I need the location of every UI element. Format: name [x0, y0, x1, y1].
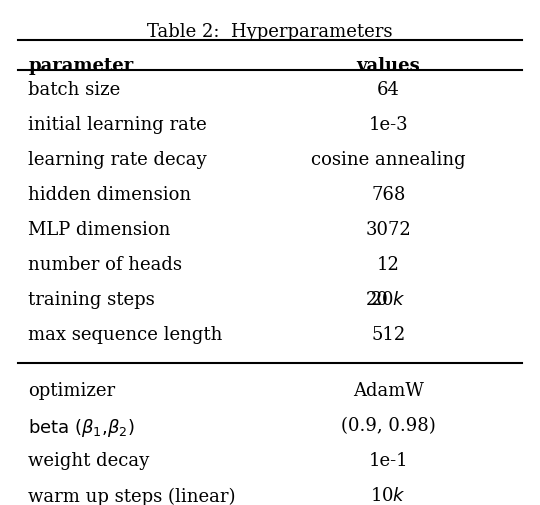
Text: optimizer: optimizer — [28, 381, 116, 399]
Text: max sequence length: max sequence length — [28, 326, 222, 343]
Text: 512: 512 — [371, 326, 406, 343]
Text: hidden dimension: hidden dimension — [28, 186, 191, 204]
Text: 12: 12 — [377, 256, 400, 274]
Text: weight decay: weight decay — [28, 451, 150, 469]
Text: 20k: 20k — [354, 291, 388, 309]
Text: 3072: 3072 — [366, 221, 411, 238]
Text: initial learning rate: initial learning rate — [28, 116, 207, 133]
Text: 64: 64 — [377, 80, 400, 98]
Text: values: values — [356, 57, 420, 75]
Text: number of heads: number of heads — [28, 256, 183, 274]
Text: batch size: batch size — [28, 80, 120, 98]
Text: 1e-1: 1e-1 — [368, 451, 408, 469]
Text: 20$k$: 20$k$ — [370, 291, 406, 309]
Text: 1e-3: 1e-3 — [368, 116, 408, 133]
Text: cosine annealing: cosine annealing — [311, 150, 465, 169]
Text: training steps: training steps — [28, 291, 155, 309]
Text: 768: 768 — [371, 186, 406, 204]
Text: learning rate decay: learning rate decay — [28, 150, 207, 169]
Text: MLP dimension: MLP dimension — [28, 221, 171, 238]
Text: AdamW: AdamW — [353, 381, 423, 399]
Text: parameter: parameter — [28, 57, 133, 75]
Text: beta ($\beta_1$,$\beta_2$): beta ($\beta_1$,$\beta_2$) — [28, 416, 135, 438]
Text: 10$k$: 10$k$ — [370, 486, 406, 504]
Text: (0.9, 0.98): (0.9, 0.98) — [341, 416, 436, 434]
Text: warm up steps (linear): warm up steps (linear) — [28, 486, 236, 504]
Text: 20: 20 — [366, 291, 388, 309]
Text: Table 2:  Hyperparameters: Table 2: Hyperparameters — [147, 23, 393, 41]
